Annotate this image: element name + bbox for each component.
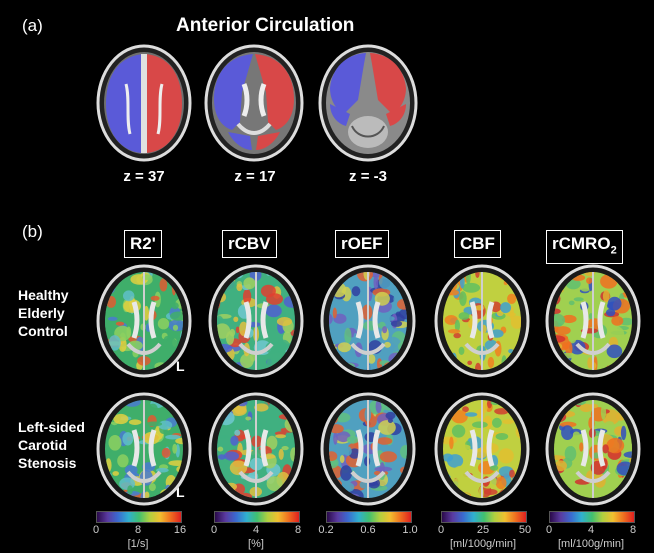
slice-z37-image	[96, 44, 192, 162]
colorbar-unit-r2prime: [1/s]	[127, 538, 149, 550]
panel-a-label: (a)	[22, 16, 43, 35]
slice-z17-image	[204, 44, 304, 162]
colorbar-tick-roef-1: 0.6	[360, 524, 376, 536]
map-cbf-carotid-stenosis	[434, 392, 530, 506]
map-rcbv-healthy-control	[208, 264, 304, 378]
panel-b-label: (b)	[22, 222, 43, 241]
slice-z-3-image	[318, 44, 418, 162]
colorbar-roef	[326, 511, 412, 523]
slice-z17-label: z = 17	[234, 168, 276, 185]
colorbar-r2prime	[96, 511, 182, 523]
colorbar-tick-r2prime-1: 8	[134, 524, 142, 536]
slice-z37-label: z = 37	[123, 168, 165, 185]
map-r2prime-healthy-control	[96, 264, 192, 378]
colorbar-tick-cbf-2: 50	[518, 524, 532, 536]
column-header-r2prime: R2'	[124, 230, 162, 258]
colorbar-tick-rcbv-2: 8	[294, 524, 302, 536]
left-side-marker-row2: L	[176, 484, 185, 500]
colorbar-unit-rcmro2: [ml/100g/min]	[557, 538, 625, 550]
colorbar-tick-roef-2: 1.0	[402, 524, 418, 536]
colorbar-tick-cbf-1: 25	[476, 524, 490, 536]
colorbar-unit-rcbv: [%]	[248, 538, 264, 550]
column-header-rcbv: rCBV	[222, 230, 277, 258]
colorbar-tick-r2prime-2: 16	[173, 524, 187, 536]
row-label-healthy-control: Healthy Elderly Control	[18, 287, 69, 339]
column-header-rcmro2: rCMRO2	[546, 230, 623, 265]
colorbar-tick-r2prime-0: 0	[92, 524, 100, 536]
map-cbf-healthy-control	[434, 264, 530, 378]
map-rcmro2-healthy-control	[545, 264, 641, 378]
colorbar-tick-rcbv-1: 4	[252, 524, 260, 536]
left-side-marker-row1: L	[176, 358, 185, 374]
panel-a-title: Anterior Circulation	[176, 15, 355, 36]
column-header-cbf: CBF	[454, 230, 501, 258]
colorbar-tick-rcmro2-0: 0	[545, 524, 553, 536]
colorbar-rcmro2	[549, 511, 635, 523]
column-header-roef: rOEF	[335, 230, 389, 258]
colorbar-tick-roef-0: 0.2	[318, 524, 334, 536]
colorbar-tick-rcmro2-2: 8	[629, 524, 637, 536]
colorbar-cbf	[441, 511, 527, 523]
colorbar-tick-cbf-0: 0	[437, 524, 445, 536]
map-roef-healthy-control	[320, 264, 416, 378]
slice-z-3-label: z = -3	[349, 168, 387, 185]
map-r2prime-carotid-stenosis	[96, 392, 192, 506]
colorbar-tick-rcbv-0: 0	[210, 524, 218, 536]
colorbar-unit-cbf: [ml/100g/min]	[449, 538, 517, 550]
map-rcmro2-carotid-stenosis	[545, 392, 641, 506]
map-roef-carotid-stenosis	[320, 392, 416, 506]
colorbar-rcbv	[214, 511, 300, 523]
row-label-carotid-stenosis: Left-sided Carotid Stenosis	[18, 419, 85, 471]
colorbar-tick-rcmro2-1: 4	[587, 524, 595, 536]
map-rcbv-carotid-stenosis	[208, 392, 304, 506]
